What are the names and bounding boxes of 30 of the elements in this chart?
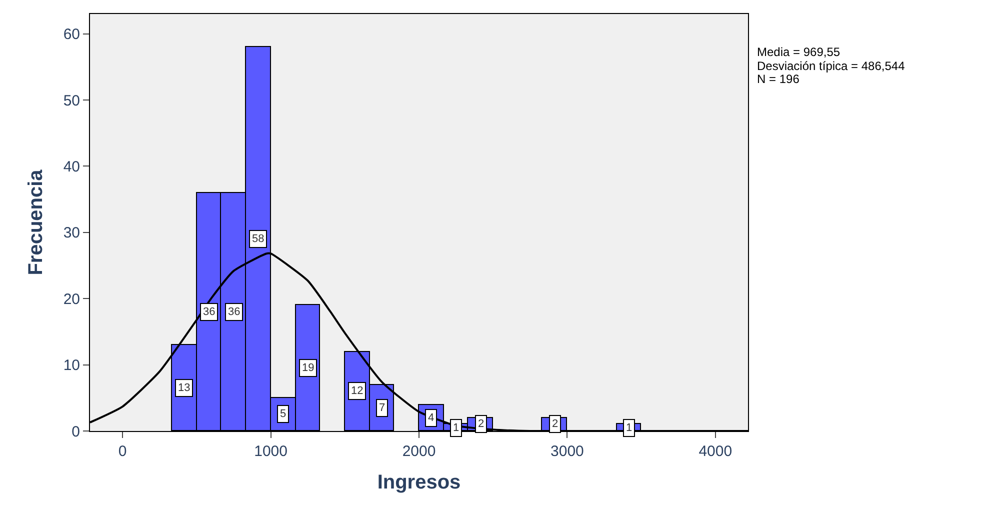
data-label: 4 — [428, 412, 434, 424]
x-tick-label: 0 — [118, 443, 127, 460]
data-label: 13 — [178, 382, 190, 394]
x-tick-label: 2000 — [402, 443, 436, 460]
x-tick-label: 3000 — [550, 443, 584, 460]
y-axis-title: Frecuencia — [24, 168, 47, 276]
text: Desviación típica = 486,544 — [757, 59, 906, 73]
y-tick-label: 60 — [63, 26, 80, 44]
y-tick-label: 10 — [63, 357, 80, 374]
y-tick-label: 20 — [63, 290, 80, 308]
x-axis-title: Ingresos — [377, 472, 461, 494]
y-tick-label: 30 — [63, 224, 80, 242]
text: N = 196 — [757, 72, 800, 86]
data-label: 36 — [228, 306, 240, 318]
data-label: 36 — [203, 306, 216, 318]
y-tick-label: 40 — [63, 158, 80, 176]
x-tick-label: 4000 — [698, 443, 732, 460]
y-tick-label: 0 — [72, 423, 80, 440]
data-label: 2 — [552, 418, 558, 430]
data-label: 1 — [453, 422, 460, 434]
data-label: 2 — [478, 418, 484, 430]
data-label: 58 — [252, 233, 264, 245]
y-tick-label: 50 — [63, 92, 80, 110]
data-label: 5 — [280, 408, 286, 420]
data-label: 19 — [302, 362, 314, 374]
data-label: 7 — [379, 402, 386, 414]
data-label: 12 — [351, 385, 364, 397]
data-label: 1 — [626, 422, 632, 434]
text: Media = 969,55 — [757, 45, 840, 59]
x-tick-label: 1000 — [254, 443, 288, 460]
